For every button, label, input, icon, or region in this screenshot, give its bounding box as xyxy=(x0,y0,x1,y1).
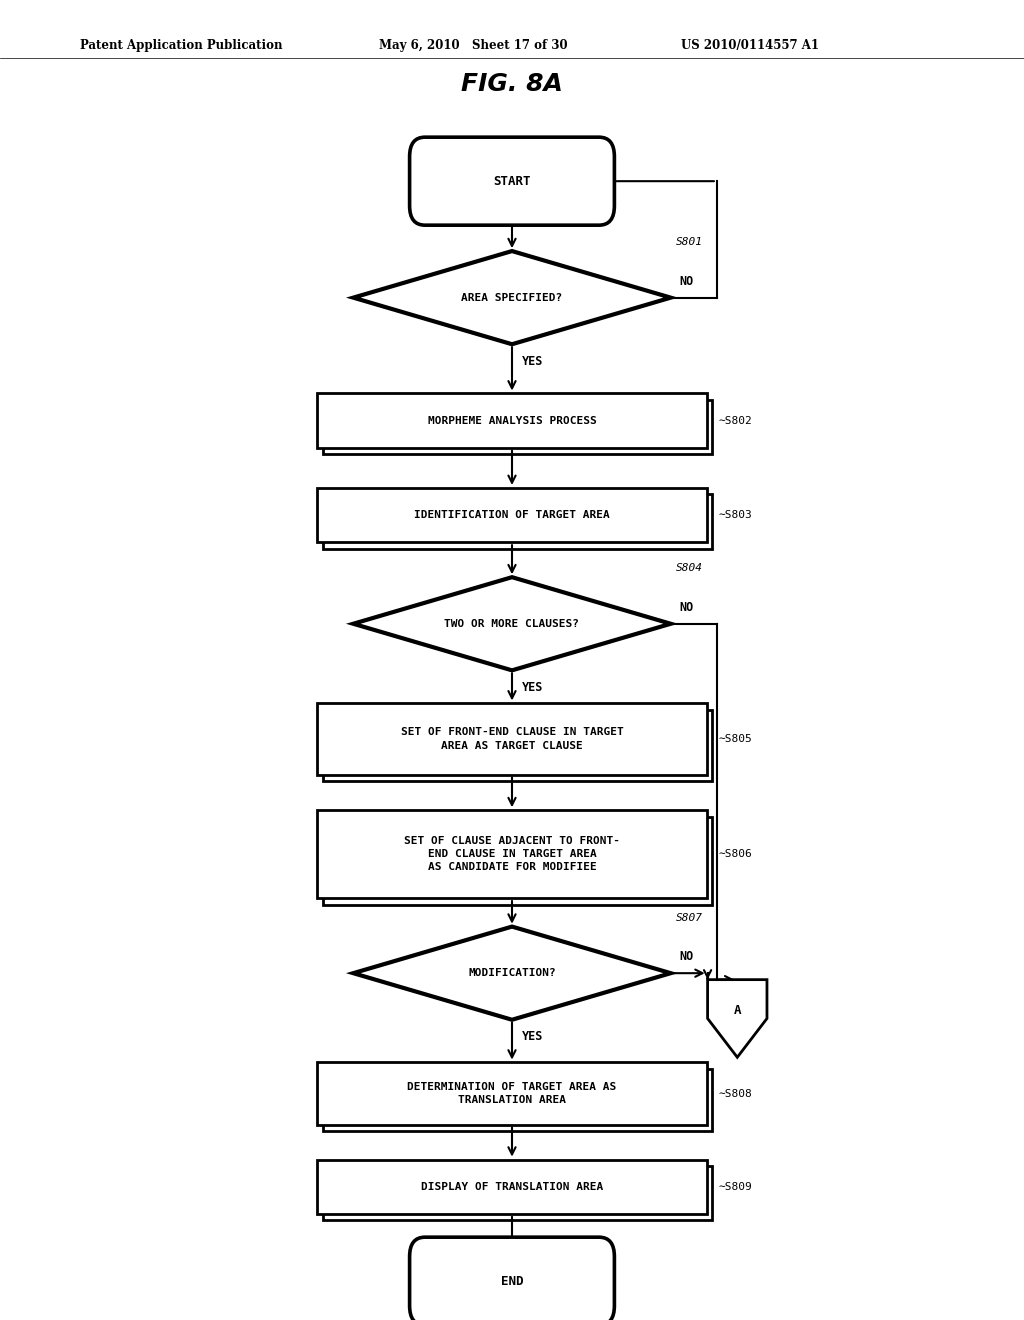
Polygon shape xyxy=(353,251,671,345)
Text: TWO OR MORE CLAUSES?: TWO OR MORE CLAUSES? xyxy=(444,619,580,628)
Text: NO: NO xyxy=(679,601,693,614)
Bar xyxy=(323,1166,712,1221)
Bar xyxy=(317,810,707,898)
Text: A: A xyxy=(733,1005,741,1018)
Text: YES: YES xyxy=(522,681,544,694)
Text: SET OF FRONT-END CLAUSE IN TARGET
AREA AS TARGET CLAUSE: SET OF FRONT-END CLAUSE IN TARGET AREA A… xyxy=(400,727,624,751)
Text: ∼S808: ∼S808 xyxy=(719,1089,753,1098)
Text: YES: YES xyxy=(522,355,544,368)
Bar xyxy=(323,495,712,549)
Text: DETERMINATION OF TARGET AREA AS
TRANSLATION AREA: DETERMINATION OF TARGET AREA AS TRANSLAT… xyxy=(408,1082,616,1105)
Bar xyxy=(317,1063,707,1125)
Bar xyxy=(317,1159,707,1214)
Text: FIG. 8A: FIG. 8A xyxy=(461,73,563,96)
Bar xyxy=(317,393,707,447)
Text: Patent Application Publication: Patent Application Publication xyxy=(80,38,283,51)
Text: NO: NO xyxy=(679,275,693,288)
Text: ∼S805: ∼S805 xyxy=(719,734,753,744)
Text: US 2010/0114557 A1: US 2010/0114557 A1 xyxy=(681,38,819,51)
Bar xyxy=(323,400,712,454)
Text: MORPHEME ANALYSIS PROCESS: MORPHEME ANALYSIS PROCESS xyxy=(428,416,596,425)
Text: ∼S803: ∼S803 xyxy=(719,510,753,520)
Text: IDENTIFICATION OF TARGET AREA: IDENTIFICATION OF TARGET AREA xyxy=(414,510,610,520)
Polygon shape xyxy=(708,979,767,1057)
Text: NO: NO xyxy=(679,950,693,964)
FancyBboxPatch shape xyxy=(410,1237,614,1320)
Text: ∼S802: ∼S802 xyxy=(719,416,753,425)
Text: S804: S804 xyxy=(676,564,702,573)
Text: S807: S807 xyxy=(676,912,702,923)
Text: MODIFICATION?: MODIFICATION? xyxy=(468,968,556,978)
Text: YES: YES xyxy=(522,1031,544,1044)
Polygon shape xyxy=(353,577,671,671)
Text: SET OF CLAUSE ADJACENT TO FRONT-
END CLAUSE IN TARGET AREA
AS CANDIDATE FOR MODI: SET OF CLAUSE ADJACENT TO FRONT- END CLA… xyxy=(404,836,620,873)
Text: START: START xyxy=(494,174,530,187)
Text: ∼S806: ∼S806 xyxy=(719,849,753,859)
Text: S801: S801 xyxy=(676,238,702,247)
Text: DISPLAY OF TRANSLATION AREA: DISPLAY OF TRANSLATION AREA xyxy=(421,1181,603,1192)
Polygon shape xyxy=(353,927,671,1020)
Bar xyxy=(323,817,712,904)
Bar xyxy=(323,1069,712,1131)
Bar xyxy=(323,710,712,781)
Text: ∼S809: ∼S809 xyxy=(719,1181,753,1192)
Bar xyxy=(317,704,707,775)
Text: May 6, 2010   Sheet 17 of 30: May 6, 2010 Sheet 17 of 30 xyxy=(379,38,567,51)
Bar xyxy=(317,488,707,543)
Text: AREA SPECIFIED?: AREA SPECIFIED? xyxy=(462,293,562,302)
Text: END: END xyxy=(501,1275,523,1288)
FancyBboxPatch shape xyxy=(410,137,614,226)
